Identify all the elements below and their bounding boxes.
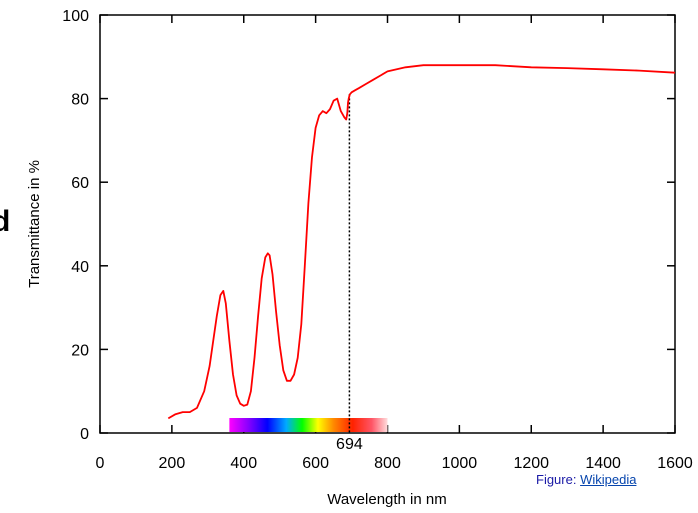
x-tick-label: 600 <box>302 455 329 472</box>
y-tick-label: 100 <box>62 8 89 25</box>
y-tick-label: 40 <box>71 259 89 276</box>
y-tick-label: 80 <box>71 92 89 109</box>
wikipedia-link[interactable]: Wikipedia <box>580 472 637 487</box>
x-tick-label: 800 <box>374 455 401 472</box>
marker-label: 694 <box>336 436 363 453</box>
x-tick-label: 0 <box>96 455 105 472</box>
x-tick-label: 1200 <box>513 455 549 472</box>
y-tick-label: 20 <box>71 342 89 359</box>
x-tick-label: 1000 <box>442 455 478 472</box>
figure-credit: Figure: Wikipedia <box>536 472 636 487</box>
credit-prefix: Figure: <box>536 472 581 487</box>
y-tick-label: 60 <box>71 175 89 192</box>
x-tick-label: 1400 <box>585 455 621 472</box>
tick-labels: 0 200 400 600 800 1000 1200 1400 1600 0 20 40 60 80 10… <box>62 8 693 472</box>
visible-spectrum-bar <box>229 418 388 432</box>
transmittance-series-line <box>167 64 676 420</box>
y-tick-label: 0 <box>80 426 89 443</box>
x-tick-label: 400 <box>230 455 257 472</box>
y-axis-label: Transmittance in % <box>26 160 43 288</box>
plot-frame <box>99 14 676 434</box>
axis-ticks <box>99 14 676 434</box>
x-tick-label: 200 <box>159 455 186 472</box>
cropped-text-fragment: d <box>0 205 11 238</box>
x-tick-label: 1600 <box>657 455 693 472</box>
x-axis-label: Wavelength in nm <box>327 491 447 508</box>
